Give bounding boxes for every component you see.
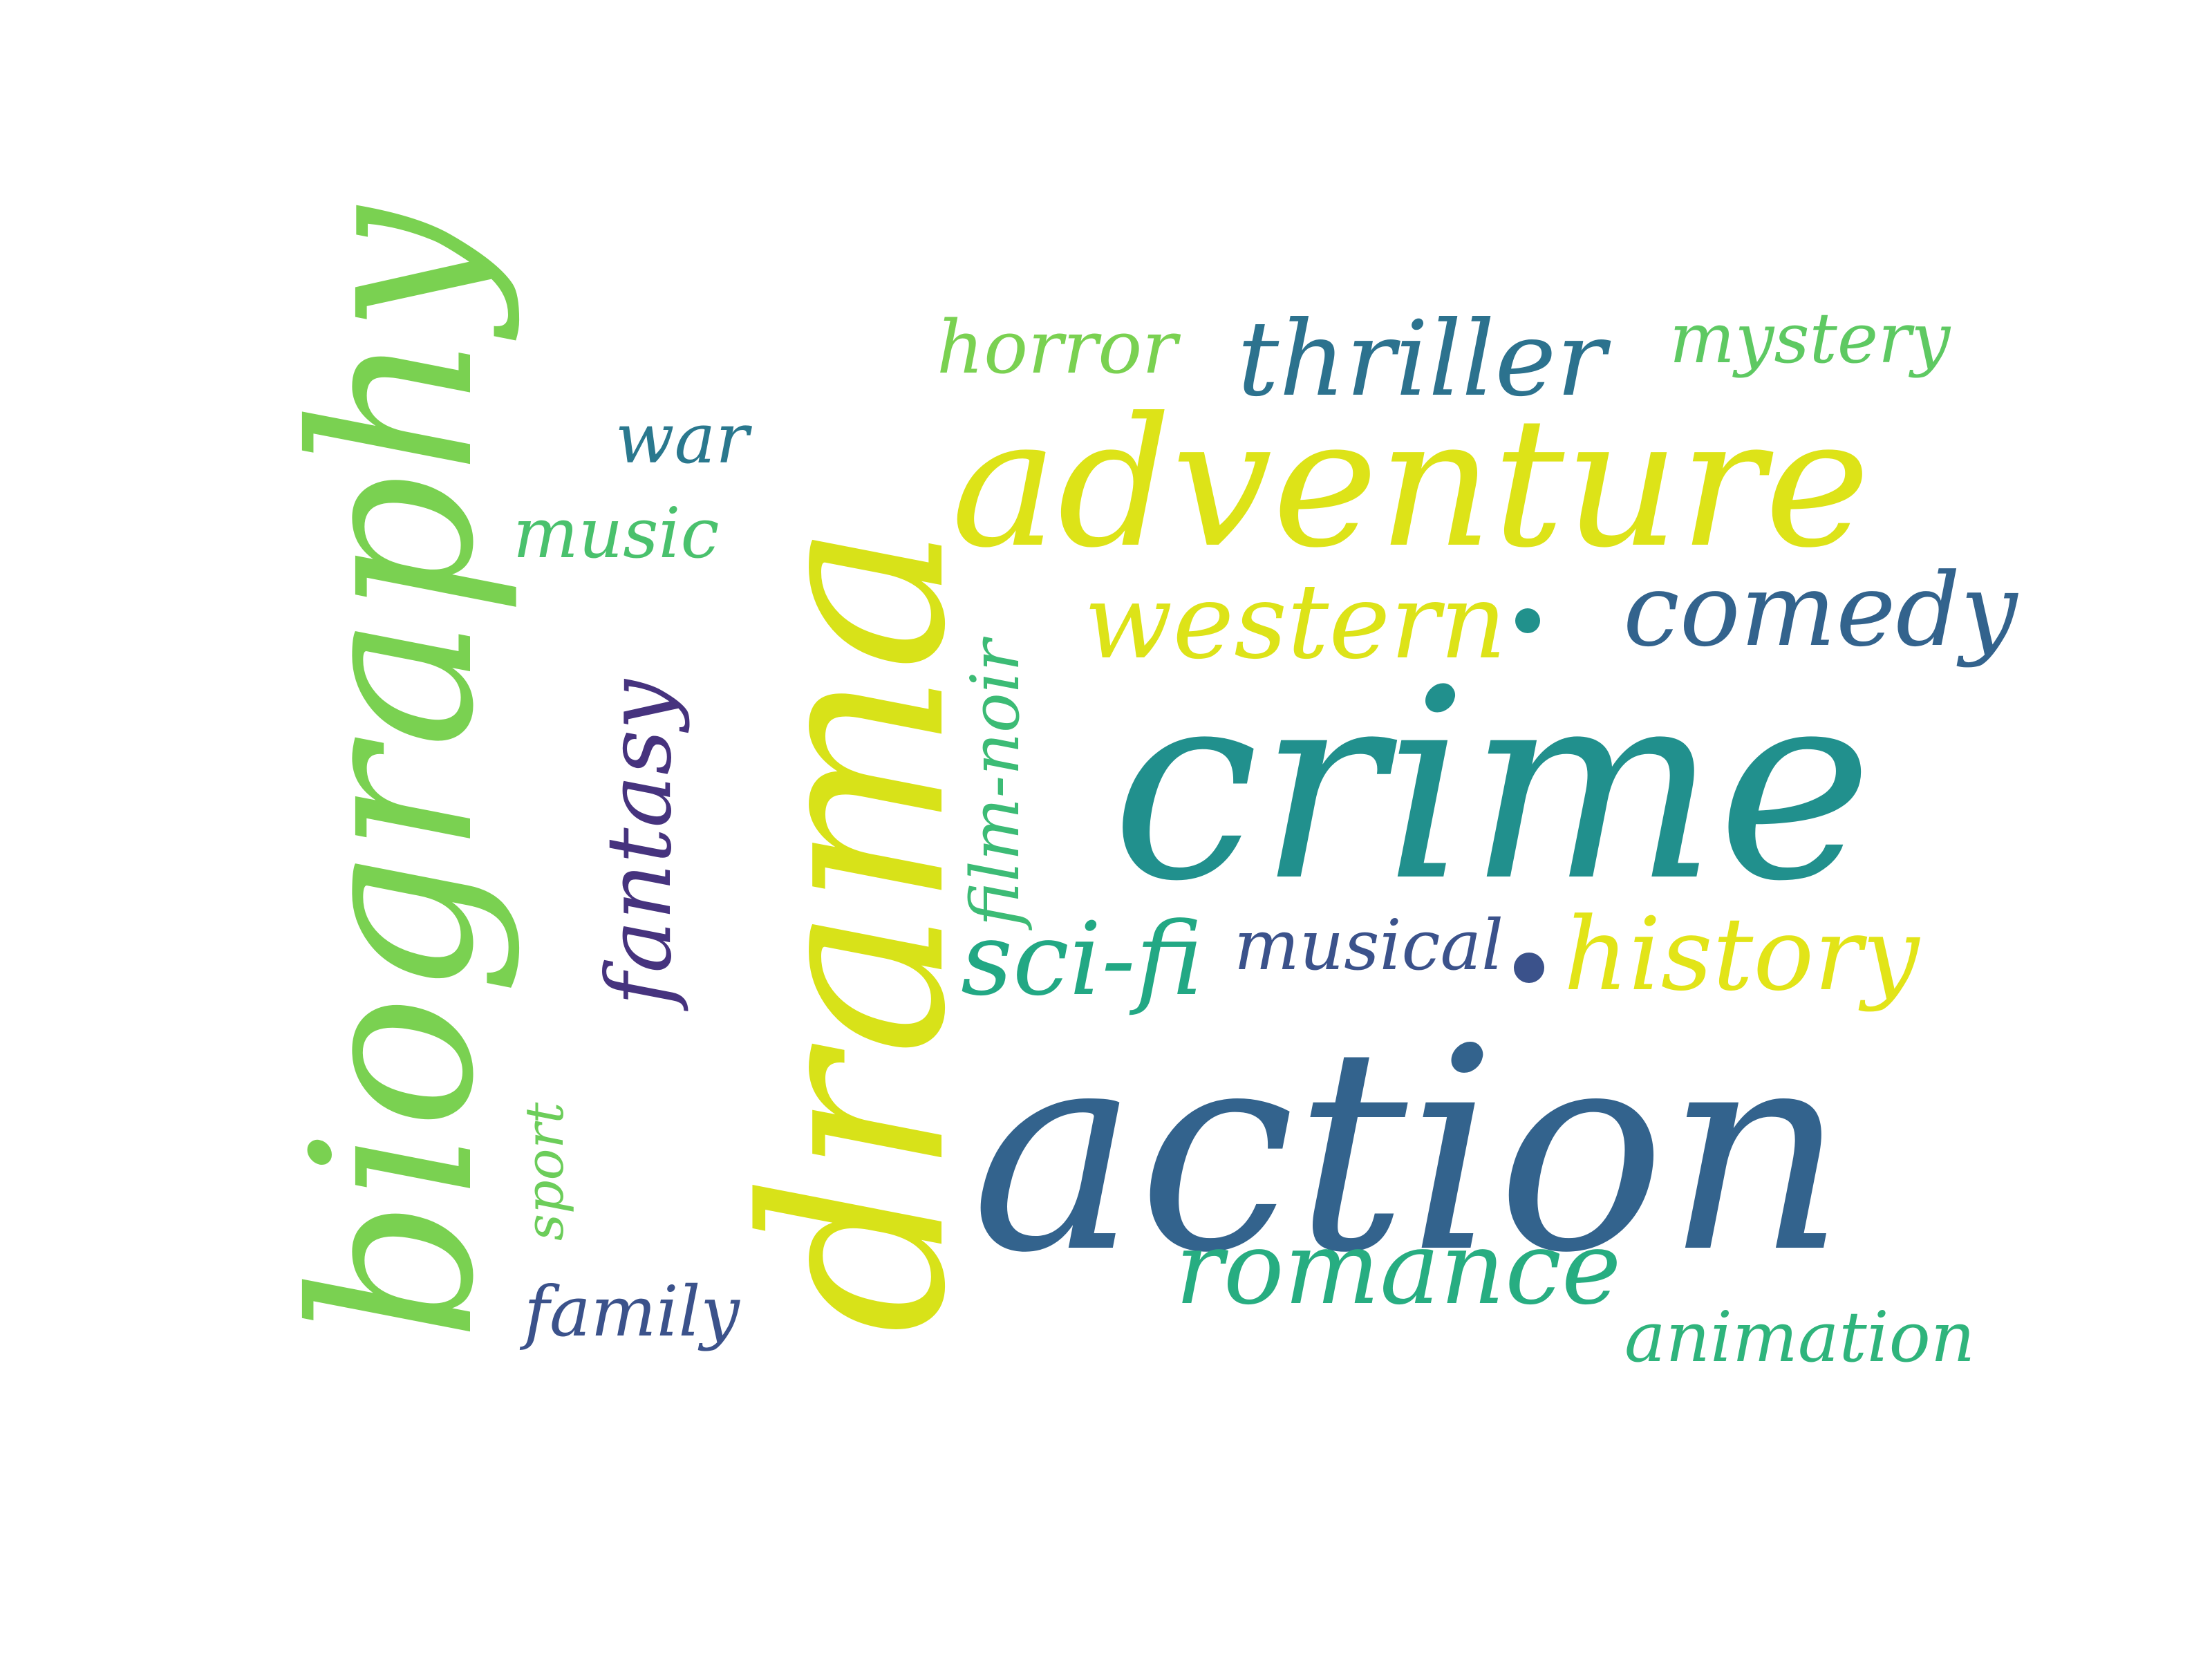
word-western: western <box>1084 562 1507 682</box>
word-film-noir: film-noir <box>957 639 1034 926</box>
word-mystery: mystery <box>1669 298 1951 379</box>
dot-mark <box>1515 608 1540 633</box>
word-crime: crime <box>1112 632 1873 939</box>
word-drama: drama <box>711 523 1000 1334</box>
word-animation: animation <box>1624 1297 1976 1378</box>
word-fantasy: fantasy <box>588 679 691 1006</box>
word-action: action <box>971 988 1846 1314</box>
word-history: history <box>1564 896 1920 1013</box>
word-sport: sport <box>514 1102 575 1241</box>
dot-mark <box>1514 953 1544 983</box>
word-family: family <box>524 1271 740 1352</box>
word-biography: biography <box>265 207 523 1341</box>
word-romance: romance <box>1175 1210 1622 1327</box>
word-thriller: thriller <box>1237 299 1606 420</box>
word-war: war <box>615 398 749 479</box>
word-comedy: comedy <box>1623 552 2018 669</box>
word-horror: horror <box>937 305 1177 390</box>
word-music: music <box>513 493 720 574</box>
word-adventure: adventure <box>951 379 1871 587</box>
word-musical: musical <box>1234 905 1504 986</box>
word-sci-fi: sci-fi <box>961 901 1203 1018</box>
